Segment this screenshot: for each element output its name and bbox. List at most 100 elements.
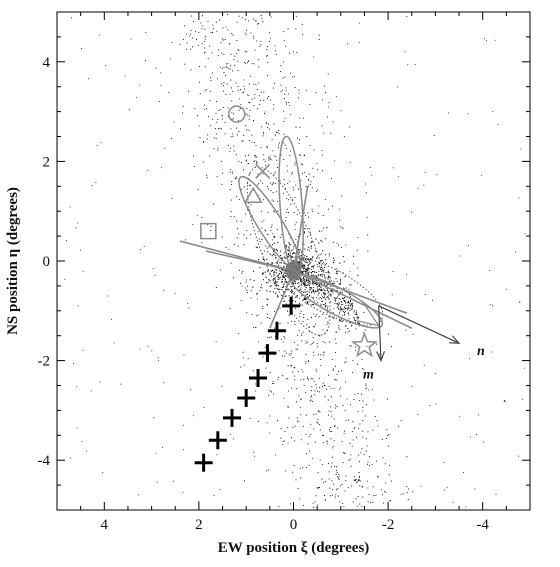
- star-dot: [277, 276, 279, 278]
- star-dot: [284, 275, 286, 277]
- star-dot: [271, 382, 274, 384]
- star-dot: [293, 252, 295, 254]
- star-dot: [347, 308, 349, 310]
- star-dot: [266, 147, 268, 149]
- circle-marker: [227, 105, 246, 123]
- x-tick-label: 0: [290, 517, 298, 533]
- star-dot: [283, 277, 285, 279]
- star-dot: [245, 237, 248, 239]
- star-dot: [221, 172, 224, 174]
- star-dot: [317, 286, 319, 288]
- star-dot: [216, 121, 218, 123]
- star-dot: [301, 23, 303, 25]
- star-dot: [336, 280, 338, 283]
- star-dot: [366, 480, 368, 482]
- star-dot: [354, 346, 357, 348]
- star-dot: [285, 470, 287, 472]
- star-dot: [275, 292, 277, 294]
- star-dot: [338, 294, 340, 296]
- star-dot: [211, 118, 213, 120]
- star-dot: [319, 424, 321, 426]
- star-dot: [257, 82, 259, 84]
- star-dot: [312, 287, 314, 289]
- star-dot: [213, 148, 215, 150]
- star-dot: [276, 261, 279, 263]
- star-dot: [279, 180, 281, 182]
- star-dot: [316, 263, 318, 266]
- star-dot: [318, 265, 320, 267]
- star-dot: [388, 474, 390, 476]
- star-dot: [312, 266, 314, 268]
- star-dot: [523, 367, 525, 369]
- star-dot: [262, 21, 264, 23]
- star-dot: [313, 56, 315, 58]
- star-dot: [317, 472, 319, 474]
- star-dot: [311, 291, 313, 293]
- star-dot: [307, 249, 309, 251]
- star-dot: [289, 105, 291, 106]
- star-dot: [329, 341, 331, 343]
- star-dot: [313, 264, 315, 267]
- star-dot: [333, 483, 335, 485]
- star-dot: [255, 383, 257, 385]
- star-dot: [321, 170, 324, 172]
- star-dot: [320, 364, 322, 367]
- star-dot: [266, 304, 268, 306]
- star-dot: [321, 300, 323, 302]
- star-dot: [347, 328, 349, 330]
- star-dot: [246, 51, 248, 53]
- star-dot: [70, 457, 72, 459]
- plus-marker: [258, 344, 277, 363]
- star-dot: [313, 380, 315, 382]
- star-dot: [339, 298, 341, 300]
- star-dot: [279, 236, 281, 238]
- star-dot: [221, 83, 223, 85]
- star-dot: [259, 103, 261, 105]
- star-dot: [278, 350, 280, 352]
- star-dot: [280, 262, 282, 264]
- star-dot: [168, 91, 170, 94]
- star-dot: [309, 271, 311, 273]
- star-dot: [210, 226, 212, 228]
- star-dot: [192, 37, 194, 39]
- star-dot: [309, 331, 311, 333]
- star-dot: [459, 415, 461, 417]
- star-dot: [345, 357, 347, 359]
- star-dot: [224, 38, 226, 40]
- star-dot: [210, 31, 212, 33]
- star-dot: [302, 425, 305, 427]
- star-dot: [505, 288, 507, 290]
- star-dot: [446, 486, 448, 488]
- star-dot: [320, 298, 322, 300]
- plus-marker: [208, 431, 227, 450]
- star-dot: [307, 266, 309, 268]
- star-dot: [227, 14, 229, 16]
- star-dot: [308, 436, 310, 438]
- star-dot: [259, 240, 261, 242]
- star-dot: [169, 58, 171, 60]
- star-dot: [323, 132, 325, 134]
- star-dot: [251, 141, 253, 143]
- star-dot: [336, 472, 338, 474]
- star-dot: [102, 472, 104, 474]
- star-dot: [293, 75, 295, 77]
- star-dot: [267, 45, 269, 47]
- star-dot: [268, 246, 270, 248]
- star-dot: [276, 281, 278, 283]
- star-dot: [283, 142, 285, 144]
- star-dot: [283, 39, 285, 41]
- star-dot: [257, 231, 259, 233]
- star-dot: [257, 341, 259, 343]
- star-dot: [269, 290, 271, 293]
- star-dot: [335, 342, 337, 344]
- star-dot: [258, 66, 260, 68]
- star-dot: [236, 21, 238, 23]
- star-dot: [305, 303, 307, 305]
- star-dot: [329, 426, 332, 428]
- star-dot: [492, 304, 494, 306]
- star-dot: [303, 265, 305, 267]
- star-dot: [282, 341, 284, 343]
- star-dot: [69, 206, 71, 208]
- star-dot: [354, 480, 356, 482]
- star-dot: [285, 220, 287, 222]
